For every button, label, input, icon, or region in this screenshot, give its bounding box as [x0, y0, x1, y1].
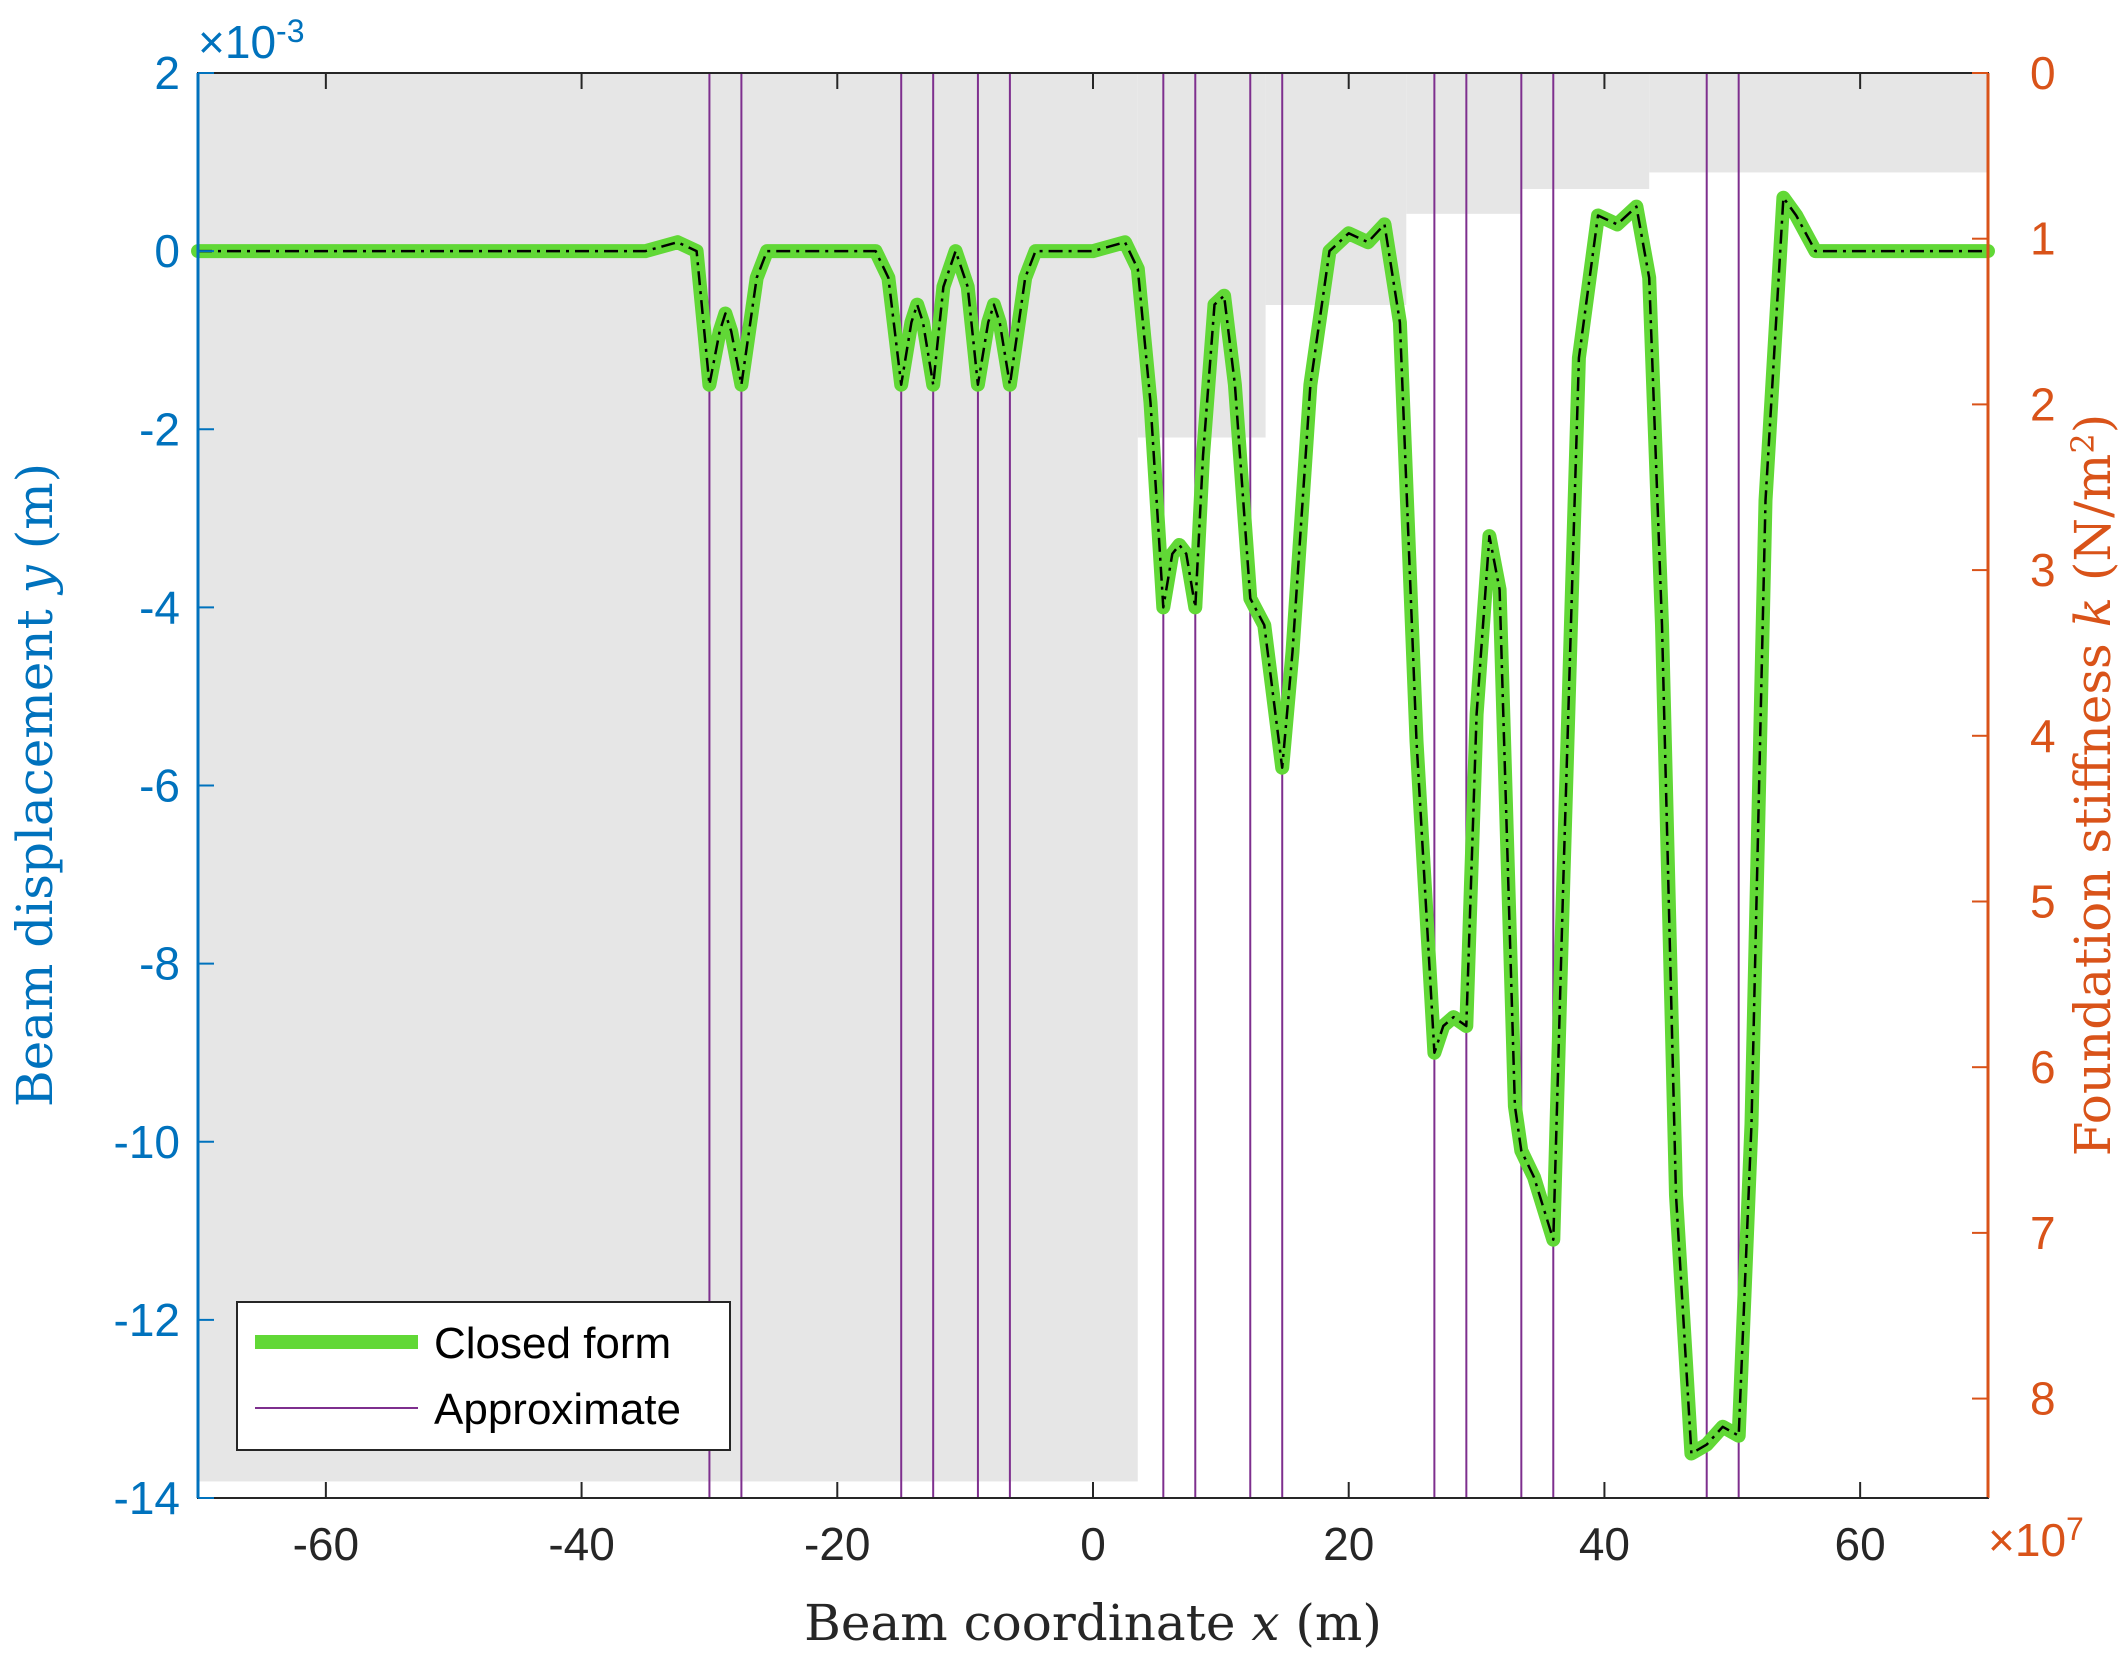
- right-axis-label: Foundation stiffness k (N/m2): [2064, 414, 2122, 1156]
- left-tick-label: -14: [114, 1472, 180, 1524]
- right-axis-ticks: 0 1 2 3 4 5 6 7 8: [1972, 47, 2056, 1425]
- x-tick-label: -60: [293, 1518, 359, 1570]
- load-lines: [708, 73, 1740, 1498]
- stiffness-step-3: [1406, 73, 1522, 214]
- x-tick-label: 0: [1080, 1518, 1106, 1570]
- left-tick-label: 2: [154, 47, 180, 99]
- series-layer: [191, 190, 1995, 1461]
- x-tick-label: 40: [1579, 1518, 1630, 1570]
- stiffness-step-4: [1521, 73, 1650, 189]
- right-tick-label: 0: [2030, 47, 2056, 99]
- left-tick-label: 0: [154, 225, 180, 277]
- legend-label-closed-form: Closed form: [434, 1319, 671, 1368]
- x-tick-label: 60: [1835, 1518, 1886, 1570]
- series-approximate-dashdot: [198, 196, 1988, 1455]
- right-tick-label: 7: [2030, 1207, 2056, 1259]
- left-tick-label: -12: [114, 1294, 180, 1346]
- left-tick-label: -10: [114, 1116, 180, 1168]
- x-tick-label: 20: [1323, 1518, 1374, 1570]
- legend-label-approximate: Approximate: [434, 1385, 681, 1434]
- left-tick-label: -8: [139, 938, 180, 990]
- right-tick-label: 1: [2030, 213, 2056, 265]
- right-tick-label: 8: [2030, 1373, 2056, 1425]
- x-tick-label: -40: [548, 1518, 614, 1570]
- left-tick-label: -2: [139, 403, 180, 455]
- right-tick-label: 2: [2030, 378, 2056, 430]
- legend-box: [236, 1301, 731, 1451]
- right-tick-label: 4: [2030, 710, 2056, 762]
- left-tick-label: -4: [139, 581, 180, 633]
- left-exponent: ×10-3: [198, 13, 304, 68]
- stiffness-step-0: [198, 73, 1138, 1482]
- x-axis-label: Beam coordinate x (m): [804, 1594, 1382, 1652]
- x-axis-ticks: -60 -40 -20 0 20 40 60: [293, 73, 1886, 1570]
- left-axis-label: Beam displacement y (m): [6, 463, 64, 1107]
- stiffness-step-1: [1137, 73, 1266, 438]
- legend: Closed form Approximate: [236, 1301, 731, 1451]
- stiffness-area: [198, 73, 1988, 1482]
- stiffness-step-5: [1649, 73, 1988, 173]
- stiffness-step-2: [1265, 73, 1407, 305]
- left-axis-ticks: 2 0 -2 -4 -6 -8 -10 -12 -14: [114, 47, 214, 1524]
- right-exponent: ×107: [1988, 1511, 2084, 1566]
- x-tick-label: -20: [804, 1518, 870, 1570]
- right-tick-label: 6: [2030, 1041, 2056, 1093]
- left-tick-label: -6: [139, 760, 180, 812]
- right-tick-label: 3: [2030, 544, 2056, 596]
- right-tick-label: 5: [2030, 875, 2056, 927]
